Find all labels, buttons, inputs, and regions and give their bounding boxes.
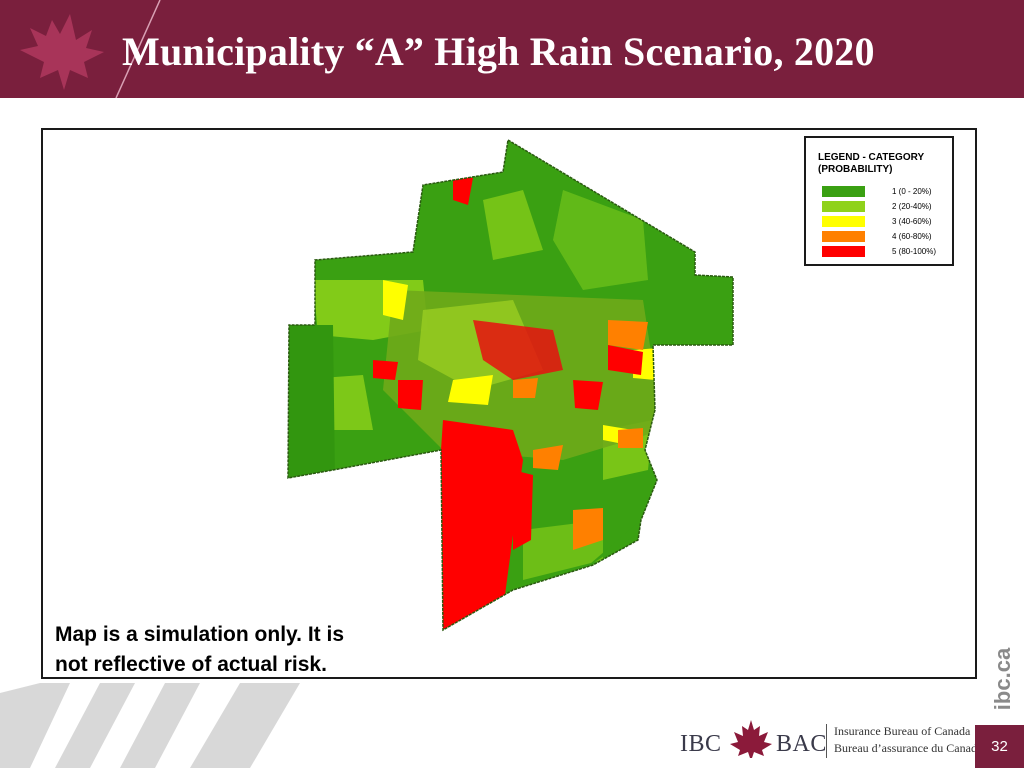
legend-item: 2 (20-40%) [822, 201, 952, 213]
legend-label: 3 (40-60%) [892, 217, 932, 226]
website-url[interactable]: ibc.ca [990, 648, 1022, 710]
maple-leaf-icon [20, 0, 161, 98]
flood-probability-map [287, 138, 734, 632]
map-legend: LEGEND - CATEGORY (PROBABILITY) 1 (0 - 2… [804, 136, 954, 266]
legend-swatch [822, 201, 865, 212]
legend-swatch [822, 246, 865, 257]
logo-english-name: Insurance Bureau of Canada [834, 724, 971, 738]
legend-item: 4 (60-80%) [822, 231, 952, 243]
page-number: 32 [975, 725, 1024, 768]
logo-divider [826, 724, 827, 758]
footer-stripes-decoration [0, 683, 300, 768]
legend-item: 5 (80-100%) [822, 246, 952, 258]
website-url-text: ibc.ca [990, 647, 1016, 711]
legend-title: LEGEND - CATEGORY (PROBABILITY) [818, 152, 924, 175]
logo-french-name: Bureau d’assurance du Canada [834, 741, 983, 755]
logo-bac-text: BAC [776, 731, 827, 757]
legend-swatch [822, 216, 865, 227]
legend-item: 1 (0 - 20%) [822, 186, 952, 198]
legend-label: 2 (20-40%) [892, 202, 932, 211]
page-title: Municipality “A” High Rain Scenario, 202… [122, 29, 875, 74]
legend-label: 1 (0 - 20%) [892, 187, 932, 196]
ibc-logo: IBC BAC Insurance Bureau of Canada Burea… [680, 716, 982, 760]
legend-label: 4 (60-80%) [892, 232, 932, 241]
maple-leaf-icon [730, 720, 772, 758]
legend-swatch [822, 186, 865, 197]
legend-label: 5 (80-100%) [892, 247, 937, 256]
map-regions [288, 140, 733, 630]
map-frame: LEGEND - CATEGORY (PROBABILITY) 1 (0 - 2… [41, 128, 977, 679]
legend-swatch [822, 231, 865, 242]
slide-header: Municipality “A” High Rain Scenario, 202… [0, 0, 1024, 98]
disclaimer-line: Map is a simulation only. It is [55, 623, 344, 646]
logo-ibc-text: IBC [680, 731, 722, 757]
legend-item: 3 (40-60%) [822, 216, 952, 228]
disclaimer-line: not reflective of actual risk. [55, 653, 327, 676]
simulation-disclaimer: Map is a simulation only. It is not refl… [55, 620, 455, 677]
